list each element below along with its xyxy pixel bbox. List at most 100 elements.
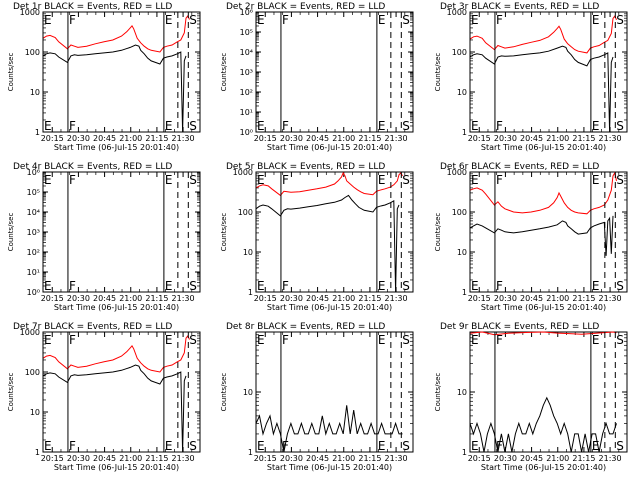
x-tick-label: 21:30 xyxy=(599,134,622,143)
x-tick-label: 21:15 xyxy=(358,294,381,303)
y-tick-label: 10⁰ xyxy=(240,128,253,137)
y-tick-label: 1000 xyxy=(233,168,253,177)
y-tick-label: 10 xyxy=(243,248,253,257)
flag-letter-bottom: E xyxy=(592,279,600,293)
panel-title: Det 6r BLACK = Events, RED = LLD xyxy=(440,162,599,172)
panel-title: Det 2r BLACK = Events, RED = LLD xyxy=(226,2,385,12)
x-tick-label: 20:45 xyxy=(93,294,116,303)
x-axis-label: Start Time (06-Jul-15 20:01:40) xyxy=(54,143,179,152)
flag-letter-bottom: E xyxy=(471,279,479,293)
flag-letter-bottom: E xyxy=(165,279,173,293)
y-axis-label: Counts/sec xyxy=(220,373,228,412)
flag-letter-bottom: E xyxy=(44,279,52,293)
flag-letter-top: E xyxy=(165,173,173,187)
flag-letter-bottom: E xyxy=(44,119,52,133)
flag-letter-top: E xyxy=(471,13,479,27)
series-line-events xyxy=(42,364,187,453)
y-axis-label: Counts/sec xyxy=(7,213,15,252)
x-tick-label: 21:00 xyxy=(119,134,142,143)
y-tick-label: 10³ xyxy=(240,68,253,77)
x-tick-label: 21:15 xyxy=(572,294,595,303)
x-tick-label: 21:15 xyxy=(572,134,595,143)
x-tick-label: 21:00 xyxy=(332,454,355,463)
flag-letter-bottom: E xyxy=(165,439,173,453)
x-tick-label: 20:45 xyxy=(520,294,543,303)
series-line-events xyxy=(42,44,187,133)
x-tick-label: 21:15 xyxy=(358,454,381,463)
flag-letter-top: F xyxy=(496,333,503,347)
flag-letter-top: S xyxy=(402,333,410,347)
detector-panel-5: Det 5r BLACK = Events, RED = LLD 1 10 100 10… xyxy=(220,162,414,312)
y-tick-label: 10⁰ xyxy=(27,288,40,297)
y-tick-label: 1 xyxy=(35,448,40,457)
flag-letter-top: E xyxy=(257,333,265,347)
x-tick-label: 21:00 xyxy=(546,454,569,463)
plot-frame xyxy=(42,331,201,453)
flag-letter-top: E xyxy=(378,333,386,347)
y-tick-label: 10 xyxy=(457,388,467,397)
detector-panel-3: Det 3r BLACK = Events, RED = LLD 1 10 100 10… xyxy=(434,2,628,152)
x-axis-label: Start Time (06-Jul-15 20:01:40) xyxy=(267,143,392,152)
flag-letter-bottom: E xyxy=(165,119,173,133)
series-line-events xyxy=(469,396,617,453)
flag-letter-top: E xyxy=(44,13,52,27)
x-axis-label: Start Time (06-Jul-15 20:01:40) xyxy=(54,463,179,472)
flag-letter-bottom: F xyxy=(69,439,76,453)
y-tick-label: 10¹ xyxy=(27,268,40,277)
x-tick-label: 20:15 xyxy=(254,294,277,303)
x-tick-label: 20:30 xyxy=(494,294,517,303)
x-tick-label: 21:15 xyxy=(145,134,168,143)
x-tick-label: 21:00 xyxy=(546,134,569,143)
y-axis-label: Counts/sec xyxy=(434,213,442,252)
y-tick-label: 100 xyxy=(25,48,40,57)
y-tick-label: 1000 xyxy=(20,328,40,337)
x-tick-label: 20:30 xyxy=(67,134,90,143)
plot-frame xyxy=(255,11,414,133)
x-tick-label: 20:45 xyxy=(306,454,329,463)
plot-frame xyxy=(469,331,628,453)
flag-letter-top: E xyxy=(471,173,479,187)
flag-letter-top: E xyxy=(592,333,600,347)
flag-letter-top: F xyxy=(496,13,503,27)
x-tick-label: 20:45 xyxy=(93,134,116,143)
panel-title: Det 4r BLACK = Events, RED = LLD xyxy=(13,162,172,172)
y-tick-label: 10 xyxy=(457,88,467,97)
x-tick-label: 20:30 xyxy=(67,454,90,463)
flag-letter-bottom: S xyxy=(189,119,197,133)
flag-letter-bottom: E xyxy=(592,439,600,453)
detector-panel-6: Det 6r BLACK = Events, RED = LLD 1 10 100 10… xyxy=(434,162,628,312)
flag-letter-bottom: F xyxy=(282,439,289,453)
flag-letter-top: S xyxy=(402,13,410,27)
y-tick-label: 10⁶ xyxy=(27,168,40,177)
flag-letter-bottom: E xyxy=(592,119,600,133)
flag-letter-bottom: S xyxy=(402,439,410,453)
flag-letter-top: S xyxy=(616,13,624,27)
x-axis-label: Start Time (06-Jul-15 20:01:40) xyxy=(481,143,606,152)
y-tick-label: 10⁴ xyxy=(27,208,40,217)
x-tick-label: 21:00 xyxy=(332,134,355,143)
flag-letter-top: S xyxy=(402,173,410,187)
x-tick-label: 21:30 xyxy=(172,454,195,463)
x-tick-label: 20:15 xyxy=(41,134,64,143)
y-tick-label: 1 xyxy=(248,448,253,457)
x-tick-label: 20:15 xyxy=(468,134,491,143)
x-tick-label: 20:45 xyxy=(520,454,543,463)
flag-letter-top: E xyxy=(592,13,600,27)
x-axis-label: Start Time (06-Jul-15 20:01:40) xyxy=(267,303,392,312)
series-line-events xyxy=(469,45,614,133)
y-axis-label: Counts/sec xyxy=(220,53,228,92)
y-tick-label: 100 xyxy=(452,48,467,57)
detector-panel-9: Det 9r BLACK = Events, RED = LLD 1 10 Count… xyxy=(434,322,628,472)
x-tick-label: 21:30 xyxy=(172,134,195,143)
flag-letter-top: F xyxy=(496,173,503,187)
flag-letter-top: F xyxy=(69,173,76,187)
flag-letter-top: F xyxy=(282,173,289,187)
flag-letter-bottom: F xyxy=(496,279,503,293)
x-tick-label: 20:30 xyxy=(280,134,303,143)
x-tick-label: 20:30 xyxy=(494,134,517,143)
x-tick-label: 21:30 xyxy=(385,134,408,143)
y-tick-label: 10³ xyxy=(27,228,40,237)
flag-letter-bottom: S xyxy=(402,119,410,133)
flag-letter-bottom: S xyxy=(616,279,624,293)
